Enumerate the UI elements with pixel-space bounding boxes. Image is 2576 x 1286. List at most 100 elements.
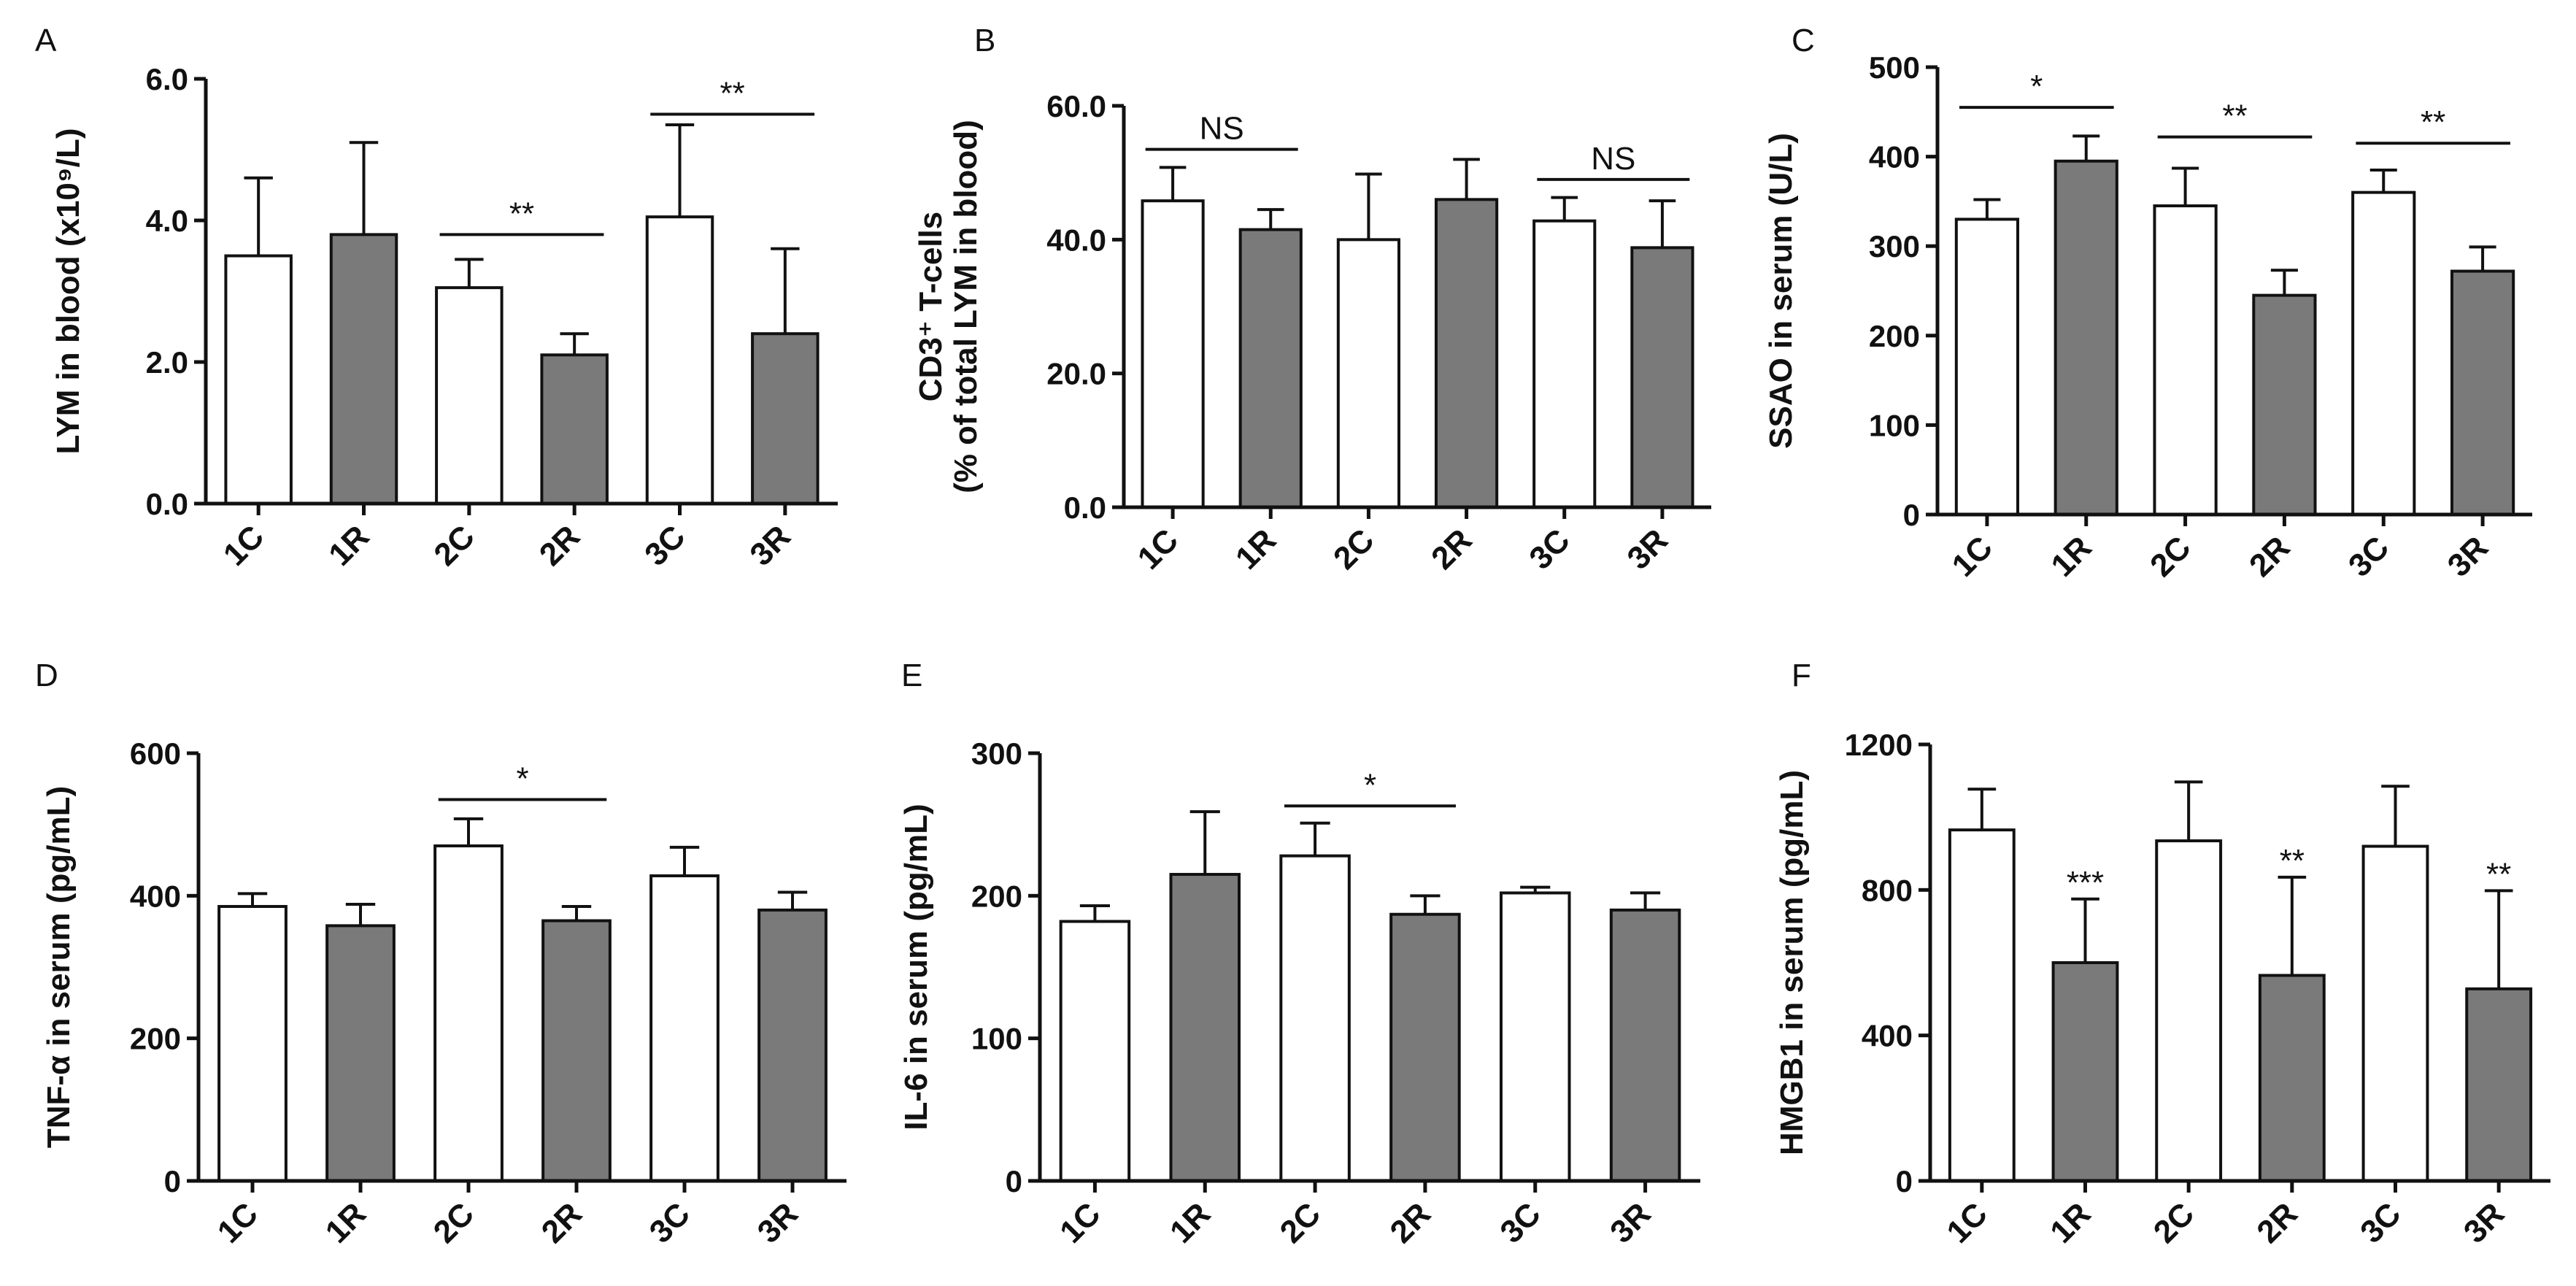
x-tick-label: 2R — [1384, 1195, 1438, 1250]
x-tick-label: 1C — [1053, 1195, 1107, 1250]
x-tick-label: 2C — [427, 1195, 481, 1250]
bar-3c — [2351, 190, 2416, 516]
significance-label: * — [516, 761, 528, 796]
y-tick-label: 100 — [971, 1022, 1022, 1056]
significance-label: ** — [2421, 104, 2445, 140]
x-tick-label: 1R — [319, 1195, 373, 1250]
y-tick-label: 0 — [1903, 498, 1920, 532]
panel-a: A 0.0 2.0 4.0 6.0 1C 1R 2C 2R 3C 3R LYM in blood (x… — [35, 23, 838, 573]
y-tick-label: 200 — [130, 1022, 181, 1056]
x-tick-label: 2C — [427, 518, 481, 572]
bar-1c — [217, 904, 288, 1182]
bar-2c — [1336, 238, 1401, 509]
significance-label: ** — [720, 76, 745, 112]
x-tick-label: 1R — [2044, 529, 2098, 583]
y-tick-label: 400 — [1869, 140, 1920, 174]
panel-letter: D — [35, 658, 58, 693]
y-axis-label: SSAO in serum (U/L) — [1763, 133, 1799, 449]
bar-1r — [1169, 873, 1241, 1182]
x-tick-label: 2R — [533, 518, 587, 572]
bar-3r — [751, 332, 820, 506]
bar-1r — [2054, 159, 2118, 516]
y-tick-label: 0.0 — [1064, 490, 1106, 525]
bar-2c — [433, 844, 504, 1182]
bar-2r — [2252, 293, 2317, 516]
bar-2r — [1434, 198, 1499, 509]
x-tick-label: 3R — [2457, 1195, 2511, 1250]
bar-3r — [2465, 987, 2533, 1182]
significance-label: * — [1364, 767, 1376, 803]
y-tick-label: 0 — [1006, 1164, 1022, 1198]
bar-3c — [1499, 891, 1571, 1182]
bar-2r — [1389, 912, 1461, 1183]
significance-label: * — [2030, 69, 2043, 104]
panel-letter: A — [35, 23, 57, 58]
x-tick-label: 1C — [217, 518, 271, 572]
x-tick-label: 3C — [643, 1195, 697, 1250]
x-tick-label: 2R — [2250, 1195, 2304, 1250]
bar-3r — [1630, 246, 1694, 509]
bar-3c — [645, 215, 714, 505]
bar-1c — [224, 254, 293, 505]
bar-2c — [2155, 839, 2223, 1183]
x-tick-label: 3R — [751, 1195, 805, 1250]
panel-d: D 0 200 400 600 1C 1R 2C 2R 3C 3R TNF-α in serum (p… — [35, 658, 847, 1250]
bar-1c — [1954, 217, 2020, 516]
x-tick-label: 2R — [2243, 529, 2297, 583]
y-tick-label: 100 — [1869, 408, 1920, 442]
y-tick-label: 600 — [130, 736, 181, 771]
bar-2r — [2258, 974, 2326, 1182]
x-tick-label: 1C — [211, 1195, 265, 1250]
panel-c: C 0 100 200 300 400 500 1C 1R 2C 2R 3C 3R SSAO in ser… — [1763, 23, 2532, 584]
x-tick-label: 1R — [322, 518, 376, 572]
x-tick-label: 3C — [2342, 529, 2396, 583]
panel-b: B 0.0 20.0 40.0 60.0 1C 1R 2C 2R 3C 3R CD3⁺ T-cells… — [913, 23, 1711, 577]
x-tick-label: 3R — [1621, 522, 1675, 576]
y-axis-label: IL-6 in serum (pg/mL) — [898, 804, 934, 1130]
significance-label: ** — [2222, 99, 2247, 134]
significance-label: ** — [2486, 856, 2511, 892]
y-tick-label: 400 — [130, 879, 181, 913]
bar-2c — [1279, 854, 1351, 1182]
bar-1c — [1948, 828, 2016, 1182]
x-tick-label: 1C — [1940, 1195, 1994, 1250]
panel-letter: C — [1792, 23, 1815, 58]
panel-letter: F — [1792, 658, 1811, 693]
y-axis-label: (% of total LYM in blood) — [948, 120, 984, 493]
x-tick-label: 2C — [1327, 522, 1381, 576]
y-tick-label: 20.0 — [1046, 357, 1106, 391]
significance-label: *** — [2067, 865, 2104, 901]
y-axis-label: LYM in blood (x10⁹/L) — [50, 128, 86, 454]
y-axis-label: CD3⁺ T-cells — [913, 212, 949, 401]
x-tick-label: 3R — [2441, 529, 2495, 583]
y-tick-label: 2.0 — [146, 345, 188, 380]
x-tick-label: 3R — [1603, 1195, 1657, 1250]
bar-2c — [435, 286, 504, 505]
x-tick-label: 2R — [535, 1195, 589, 1250]
x-tick-label: 3C — [1493, 1195, 1547, 1250]
y-tick-label: 0.0 — [146, 487, 188, 521]
significance-label: ** — [2280, 843, 2305, 879]
x-tick-label: 2C — [2143, 529, 2197, 583]
y-tick-label: 60.0 — [1046, 89, 1106, 123]
bar-1c — [1141, 199, 1205, 509]
bar-3r — [2450, 269, 2515, 516]
x-tick-label: 2C — [2147, 1195, 2201, 1250]
y-tick-label: 4.0 — [146, 204, 188, 238]
bar-1r — [325, 924, 396, 1183]
bar-2r — [541, 919, 612, 1183]
bar-1r — [1238, 228, 1303, 509]
panel-letter: E — [901, 658, 922, 693]
y-tick-label: 0 — [1896, 1164, 1913, 1198]
x-tick-label: 3C — [2353, 1195, 2407, 1250]
y-tick-label: 300 — [971, 736, 1022, 771]
bar-3c — [2361, 844, 2429, 1182]
panel-letter: B — [974, 23, 995, 58]
panel-f: F 0 400 800 1200 1C 1R 2C 2R 3C 3R HMGB1 in serum (… — [1774, 658, 2550, 1250]
y-tick-label: 400 — [1862, 1019, 1913, 1053]
x-tick-label: 1R — [1163, 1195, 1217, 1250]
x-tick-label: 1C — [1131, 522, 1185, 576]
x-tick-label: 3C — [638, 518, 692, 572]
bar-3r — [1609, 908, 1681, 1183]
